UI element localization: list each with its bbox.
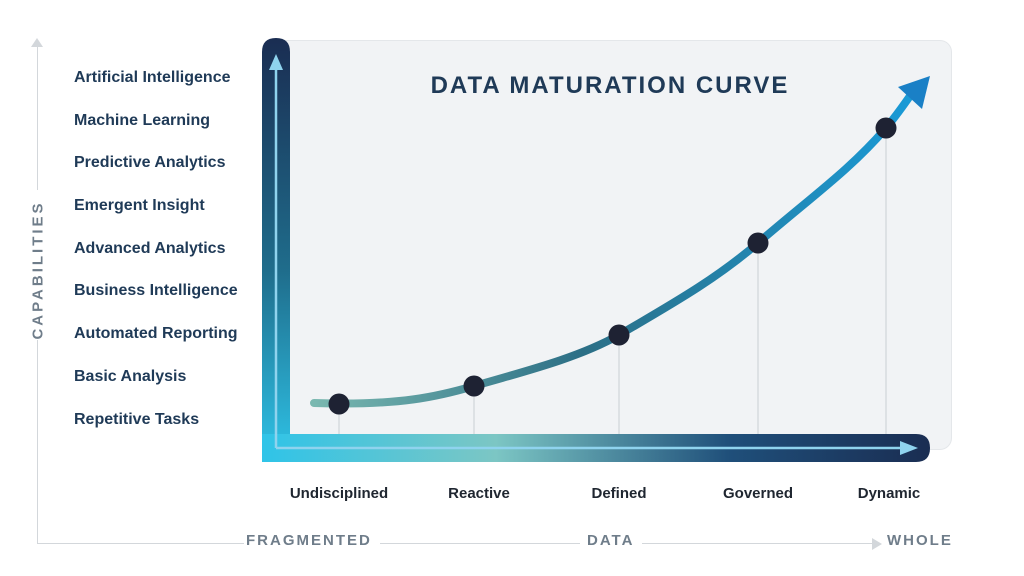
chart-title: DATA MATURATION CURVE bbox=[430, 72, 790, 99]
capability-level: Business Intelligence bbox=[74, 282, 238, 300]
capability-level: Artificial Intelligence bbox=[74, 69, 231, 86]
capability-level: Basic Analysis bbox=[74, 367, 187, 385]
capability-level: Repetitive Tasks bbox=[74, 410, 200, 428]
data-axis-line bbox=[380, 543, 580, 544]
data-axis-arrow-icon bbox=[872, 538, 882, 550]
data-axis-left-label: FRAGMENTED bbox=[246, 532, 372, 549]
stage-label: Undisciplined bbox=[289, 485, 389, 502]
capabilities-arrow-icon bbox=[31, 38, 43, 47]
capability-level: Machine Learning bbox=[74, 111, 211, 129]
capability-level: Predictive Analytics bbox=[74, 154, 226, 172]
data-axis-right-label: WHOLE bbox=[887, 532, 953, 549]
capability-level: Emergent Insight bbox=[74, 197, 205, 215]
vertical-axis-arrow-icon bbox=[269, 54, 283, 70]
chart-panel bbox=[262, 40, 952, 450]
stage-label: Defined bbox=[591, 485, 647, 502]
capabilities-axis-gap bbox=[30, 190, 46, 340]
stage-label: Dynamic bbox=[857, 485, 921, 502]
data-axis-center-label: DATA bbox=[587, 532, 635, 549]
capability-level: Advanced Analytics bbox=[74, 239, 226, 257]
stage-label: Governed bbox=[722, 485, 794, 502]
capability-levels: Artificial Intelligence Machine Learning… bbox=[74, 66, 238, 450]
horizontal-axis-arrow-icon bbox=[900, 441, 918, 455]
stage-marker-defined bbox=[608, 324, 630, 346]
stage-marker-dynamic bbox=[875, 117, 897, 139]
data-axis-line bbox=[642, 543, 874, 544]
maturation-curve bbox=[310, 92, 914, 408]
data-axis-line bbox=[37, 543, 244, 544]
stage-marker-reactive bbox=[463, 375, 485, 397]
curve-arrowhead-icon bbox=[898, 76, 930, 109]
stage-marker-undisciplined bbox=[328, 393, 350, 415]
stage-label: Reactive bbox=[448, 485, 510, 502]
capability-level: Automated Reporting bbox=[74, 325, 238, 343]
stage-marker-governed bbox=[747, 232, 769, 254]
